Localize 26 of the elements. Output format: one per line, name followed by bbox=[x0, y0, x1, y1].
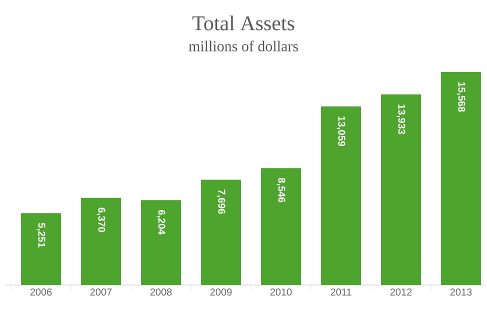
chart-subtitle: millions of dollars bbox=[188, 40, 298, 52]
x-tick-label: 2009 bbox=[210, 288, 232, 296]
data-label: 13,059 bbox=[336, 116, 346, 146]
data-label: 8,546 bbox=[276, 178, 286, 202]
x-tick-label: 2013 bbox=[450, 288, 472, 296]
data-label: 15,568 bbox=[456, 82, 466, 112]
x-tick-label: 2007 bbox=[90, 288, 112, 296]
bar bbox=[141, 200, 182, 285]
bar bbox=[440, 72, 481, 285]
bar bbox=[81, 198, 122, 285]
data-label: 6,204 bbox=[156, 210, 166, 235]
data-label: 13,933 bbox=[396, 104, 406, 134]
data-label: 7,696 bbox=[216, 190, 226, 214]
bar bbox=[201, 180, 241, 285]
bar bbox=[380, 94, 421, 285]
chart-title: Total Assets bbox=[192, 16, 294, 30]
x-tick-label: 2008 bbox=[150, 288, 172, 296]
x-tick-label: 2010 bbox=[270, 288, 292, 296]
bar bbox=[21, 213, 62, 285]
x-tick-label: 2012 bbox=[390, 288, 412, 296]
x-tick-label: 2011 bbox=[330, 288, 352, 296]
x-tick-label: 2006 bbox=[30, 288, 52, 296]
bar bbox=[261, 168, 301, 285]
data-label: 5,251 bbox=[36, 222, 46, 248]
bar bbox=[320, 106, 361, 285]
data-label: 6,370 bbox=[96, 208, 106, 232]
